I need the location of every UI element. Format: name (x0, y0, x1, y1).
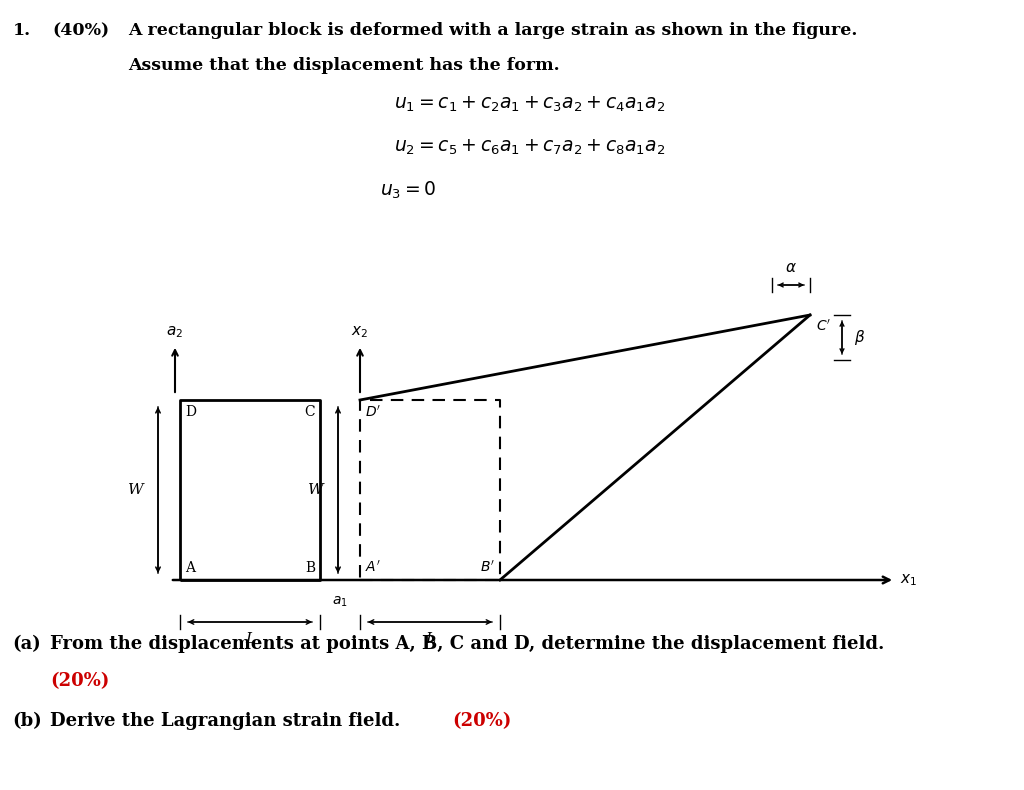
Text: $D'$: $D'$ (365, 405, 381, 420)
Text: From the displacements at points A, B, C and D, determine the displacement field: From the displacements at points A, B, C… (50, 635, 885, 653)
Text: L: L (425, 632, 435, 646)
Text: L: L (245, 632, 255, 646)
Text: $A'$: $A'$ (365, 560, 381, 575)
Text: $x_1$: $x_1$ (900, 572, 918, 588)
Text: $a_1$: $a_1$ (332, 595, 348, 609)
Text: Assume that the displacement has the form.: Assume that the displacement has the for… (128, 57, 560, 74)
Text: W: W (128, 483, 144, 497)
Text: (b): (b) (12, 712, 42, 730)
Text: (a): (a) (12, 635, 41, 653)
Text: $u_1 = c_1 + c_2 a_1 + c_3 a_2 + c_4 a_1 a_2$: $u_1 = c_1 + c_2 a_1 + c_3 a_2 + c_4 a_1… (394, 95, 666, 115)
Text: $a_2$: $a_2$ (167, 325, 183, 340)
Text: (40%): (40%) (52, 22, 110, 39)
Text: (20%): (20%) (50, 672, 110, 690)
Text: $u_2 = c_5 + c_6 a_1 + c_7 a_2 + c_8 a_1 a_2$: $u_2 = c_5 + c_6 a_1 + c_7 a_2 + c_8 a_1… (394, 138, 666, 157)
Text: $B'$: $B'$ (480, 560, 495, 575)
Text: (20%): (20%) (452, 712, 511, 730)
Text: W: W (308, 483, 324, 497)
Text: $x_2$: $x_2$ (351, 325, 369, 340)
Text: A: A (185, 561, 195, 575)
Text: D: D (185, 405, 196, 419)
Text: 1.: 1. (13, 22, 31, 39)
Text: A rectangular block is deformed with a large strain as shown in the figure.: A rectangular block is deformed with a l… (128, 22, 857, 39)
Text: $\alpha$: $\alpha$ (785, 261, 797, 275)
Text: B: B (305, 561, 315, 575)
Text: $C'$: $C'$ (816, 319, 831, 334)
Text: $\beta$: $\beta$ (854, 328, 865, 347)
Text: C: C (304, 405, 315, 419)
Text: Derive the Lagrangian strain field.: Derive the Lagrangian strain field. (50, 712, 407, 730)
Text: $u_3 = 0$: $u_3 = 0$ (380, 180, 436, 201)
